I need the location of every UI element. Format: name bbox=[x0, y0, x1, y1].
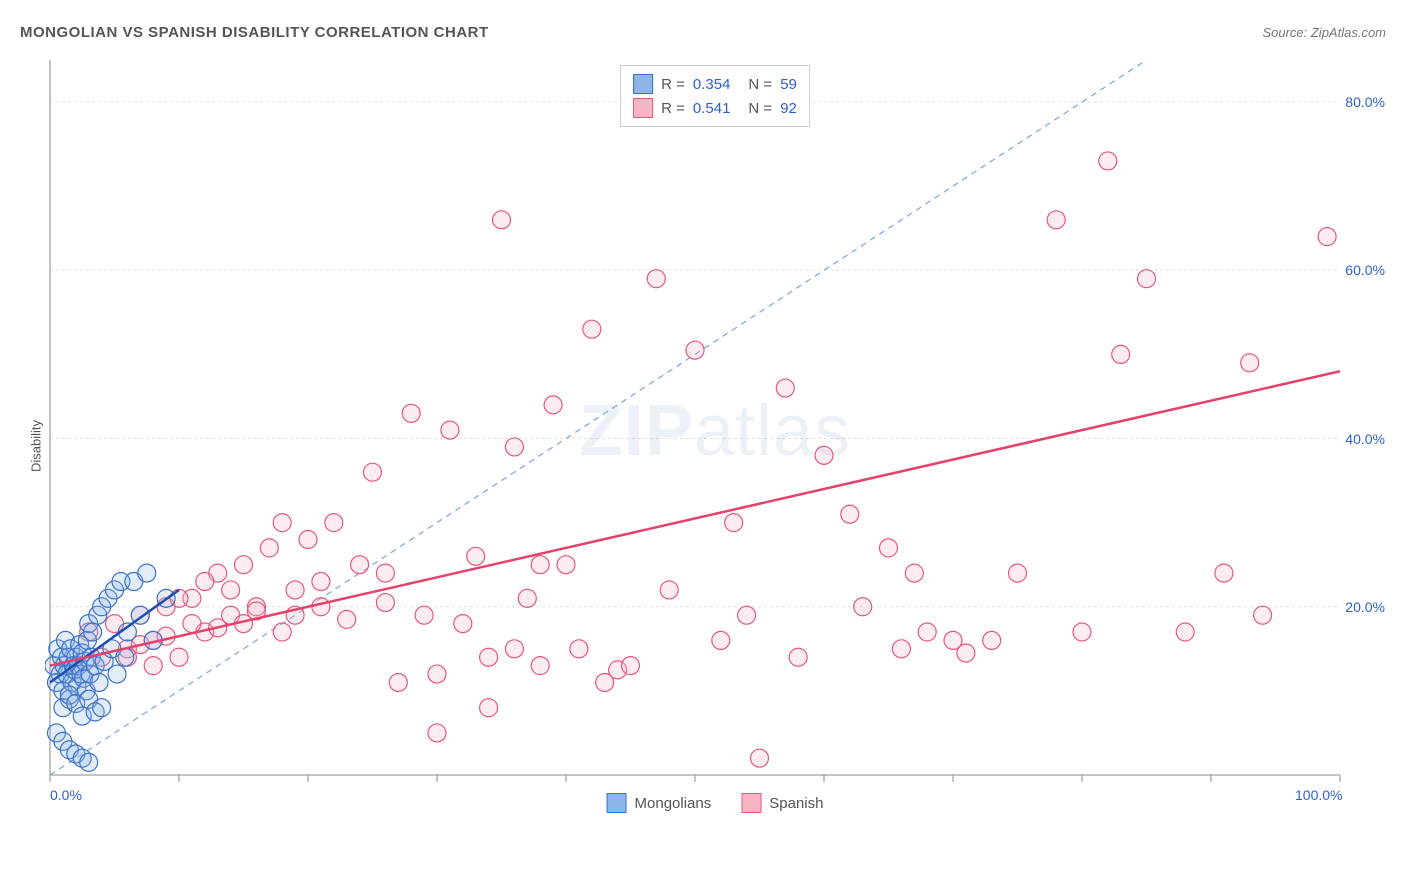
r-value-mongolians: 0.354 bbox=[693, 76, 731, 93]
n-value-mongolians: 59 bbox=[780, 76, 797, 93]
r-label: R = bbox=[661, 100, 685, 117]
series-legend: Mongolians Spanish bbox=[607, 793, 824, 813]
scatter-plot: ZIPatlas R = 0.354 N = 59 R = 0.541 N = … bbox=[45, 55, 1385, 815]
chart-title: MONGOLIAN VS SPANISH DISABILITY CORRELAT… bbox=[20, 24, 489, 41]
y-tick-label: 20.0% bbox=[1345, 599, 1385, 615]
legend-label-spanish: Spanish bbox=[769, 795, 823, 812]
correlation-legend: R = 0.354 N = 59 R = 0.541 N = 92 bbox=[620, 65, 810, 127]
n-label: N = bbox=[748, 76, 772, 93]
x-tick-label: 100.0% bbox=[1295, 787, 1342, 803]
legend-item-mongolians: Mongolians bbox=[607, 793, 712, 813]
r-value-spanish: 0.541 bbox=[693, 100, 731, 117]
x-tick-label: 0.0% bbox=[50, 787, 82, 803]
y-tick-label: 40.0% bbox=[1345, 431, 1385, 447]
y-tick-label: 60.0% bbox=[1345, 262, 1385, 278]
r-label: R = bbox=[661, 76, 685, 93]
source-attribution: Source: ZipAtlas.com bbox=[1262, 25, 1386, 40]
legend-swatch-mongolians-bottom bbox=[607, 793, 627, 813]
legend-row-spanish: R = 0.541 N = 92 bbox=[633, 96, 797, 120]
legend-swatch-spanish-bottom bbox=[741, 793, 761, 813]
legend-label-mongolians: Mongolians bbox=[635, 795, 712, 812]
n-label: N = bbox=[748, 100, 772, 117]
chart-svg bbox=[45, 55, 1385, 815]
legend-swatch-spanish bbox=[633, 98, 653, 118]
legend-item-spanish: Spanish bbox=[741, 793, 823, 813]
n-value-spanish: 92 bbox=[780, 100, 797, 117]
legend-swatch-mongolians bbox=[633, 74, 653, 94]
y-tick-label: 80.0% bbox=[1345, 94, 1385, 110]
y-axis-label: Disability bbox=[29, 420, 44, 472]
legend-row-mongolians: R = 0.354 N = 59 bbox=[633, 72, 797, 96]
chart-header: MONGOLIAN VS SPANISH DISABILITY CORRELAT… bbox=[20, 24, 1386, 41]
